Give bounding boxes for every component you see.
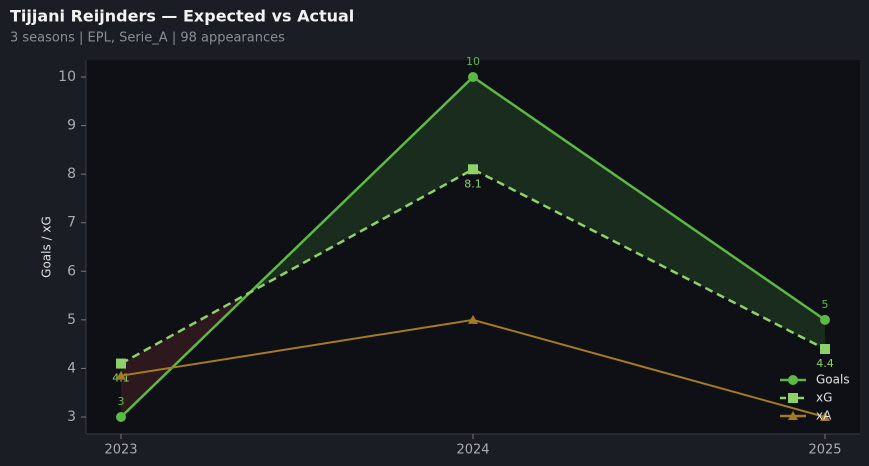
- legend-marker: [788, 393, 798, 403]
- line: [120, 167, 826, 365]
- legend-marker: [788, 375, 798, 385]
- y-tick-label: 10: [58, 69, 76, 85]
- value-label: 10: [466, 55, 480, 68]
- y-tick-label: 3: [67, 409, 76, 425]
- chart-title: Tijjani Reijnders — Expected vs Actual: [10, 7, 354, 26]
- legend-label: Goals: [816, 373, 850, 387]
- value-label: 8.1: [464, 177, 482, 190]
- chart-subtitle: 3 seasons | EPL, Serie_A | 98 appearance…: [10, 31, 285, 46]
- y-tick-label: 7: [67, 215, 76, 231]
- point: [820, 344, 830, 354]
- point: [116, 370, 126, 380]
- x-tick-label: 2023: [104, 443, 137, 458]
- point: [820, 412, 830, 421]
- point: [116, 412, 126, 422]
- y-tick-label: 5: [67, 312, 76, 328]
- point: [468, 164, 478, 175]
- x-tick-label: 2024: [456, 443, 489, 458]
- legend-label: xA: [816, 409, 832, 423]
- legend-label: xG: [816, 391, 832, 405]
- y-tick-label: 8: [67, 166, 76, 182]
- value-label: 4.4: [816, 357, 834, 370]
- x-tick-label: 2025: [808, 443, 841, 458]
- point: [468, 314, 478, 324]
- y-tick-label: 4: [67, 360, 76, 376]
- value-label: 3: [118, 395, 125, 408]
- legend-marker: [788, 411, 798, 420]
- value-label: 5: [822, 298, 829, 311]
- y-tick-label: 9: [67, 118, 76, 134]
- y-tick-label: 6: [67, 263, 76, 279]
- y-axis-label: Goals / xG: [40, 216, 54, 278]
- fill-area: [473, 77, 825, 349]
- point: [116, 358, 126, 369]
- point: [468, 72, 478, 82]
- point: [820, 314, 830, 325]
